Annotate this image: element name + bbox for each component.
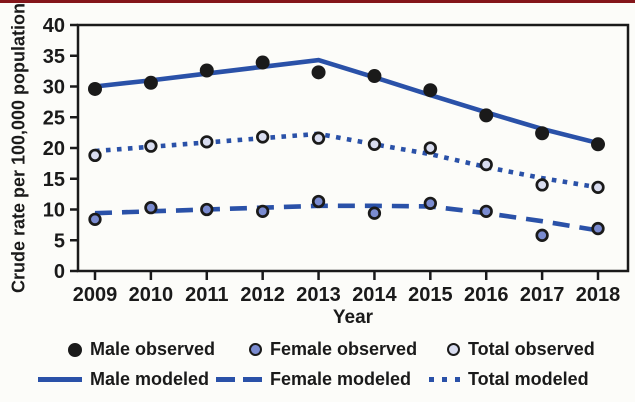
legend-label: Female observed bbox=[270, 339, 418, 359]
svg-text:30: 30 bbox=[43, 77, 65, 99]
male-observed-marker-icon bbox=[68, 342, 82, 357]
series-female-observed bbox=[88, 194, 605, 242]
legend-label: Total observed bbox=[468, 339, 595, 359]
chart-legend: Male observed Female observed Total obse… bbox=[30, 339, 595, 390]
legend-label: Male modeled bbox=[90, 369, 210, 389]
svg-text:2013: 2013 bbox=[296, 284, 341, 306]
svg-text:0: 0 bbox=[54, 261, 65, 283]
svg-text:2018: 2018 bbox=[576, 284, 621, 306]
svg-text:40: 40 bbox=[43, 15, 65, 37]
dashed-line-swatch-icon bbox=[216, 377, 262, 382]
legend-item-female-modeled: Female modeled bbox=[210, 369, 412, 390]
legend-item-male-observed: Male observed bbox=[30, 339, 215, 360]
svg-text:2014: 2014 bbox=[352, 284, 397, 306]
y-axis-title: Crude rate per 100,000 population bbox=[8, 2, 29, 294]
svg-text:15: 15 bbox=[43, 169, 65, 191]
svg-text:10: 10 bbox=[43, 200, 65, 222]
series-male-observed bbox=[88, 55, 605, 152]
svg-text:2012: 2012 bbox=[240, 284, 285, 306]
legend-label: Total modeled bbox=[468, 369, 589, 389]
svg-text:2015: 2015 bbox=[408, 284, 453, 306]
dotted-line-swatch-icon bbox=[429, 377, 460, 382]
y-axis: 0 5 10 15 20 25 30 35 40 bbox=[43, 15, 78, 283]
legend-item-male-modeled: Male modeled bbox=[30, 369, 210, 390]
svg-text:25: 25 bbox=[43, 107, 65, 129]
total-observed-marker-icon bbox=[447, 343, 460, 356]
series-female-modeled bbox=[94, 203, 599, 233]
svg-text:2011: 2011 bbox=[185, 284, 228, 306]
legend-label: Female modeled bbox=[270, 369, 412, 389]
svg-text:2016: 2016 bbox=[464, 284, 509, 306]
svg-text:5: 5 bbox=[54, 230, 65, 252]
series-total-observed bbox=[88, 130, 605, 195]
svg-text:35: 35 bbox=[43, 46, 65, 68]
x-axis: 2009 2010 2011 2012 2013 2014 2015 2016 2017 2018 bbox=[73, 271, 621, 306]
solid-line-swatch-icon bbox=[38, 377, 82, 382]
female-observed-marker-icon bbox=[249, 343, 262, 356]
top-red-rule bbox=[0, 0, 635, 3]
svg-text:20: 20 bbox=[43, 138, 65, 160]
x-axis-title: Year bbox=[332, 307, 374, 328]
series-male-modeled bbox=[94, 57, 599, 146]
svg-text:2010: 2010 bbox=[129, 284, 174, 306]
legend-item-total-modeled: Total modeled bbox=[408, 369, 595, 390]
legend-item-total-observed: Total observed bbox=[408, 339, 595, 360]
legend-item-female-observed: Female observed bbox=[210, 339, 417, 360]
series-total-modeled bbox=[94, 131, 599, 190]
legend-label: Male observed bbox=[90, 339, 216, 359]
svg-text:2017: 2017 bbox=[520, 284, 565, 306]
svg-text:2009: 2009 bbox=[73, 284, 118, 306]
